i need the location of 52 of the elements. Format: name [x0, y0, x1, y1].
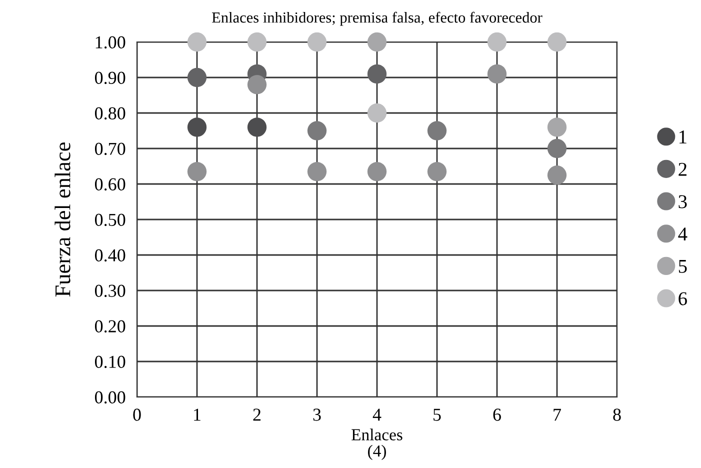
legend-label: 1: [680, 130, 686, 144]
y-axis-title: Fuerza del enlace: [54, 142, 70, 297]
point: [367, 32, 387, 52]
y-tick-label: 0.70: [94, 142, 126, 156]
point: [547, 166, 567, 185]
chart-title: Enlaces inhibidores; premisa falsa, efecto favorecedor: [212, 12, 542, 26]
x-tick-label: 4: [372, 408, 382, 421]
legend-label: 3: [678, 195, 687, 208]
x-tick-label: 5: [434, 408, 441, 421]
point: [367, 103, 387, 123]
point: [247, 32, 267, 52]
x-tick-label: 1: [194, 408, 200, 421]
point: [547, 32, 567, 52]
point: [187, 162, 207, 182]
y-tick-label: 0.20: [94, 320, 126, 333]
point: [307, 32, 327, 52]
y-tick-label: 0.90: [94, 72, 126, 84]
legend-label: 4: [678, 228, 688, 240]
point: [187, 32, 207, 52]
y-tick-label: 0.30: [94, 284, 126, 298]
legend-label: 2: [678, 162, 686, 176]
y-tick-label: 0.40: [94, 249, 126, 262]
text: (4): [368, 444, 386, 460]
point: [307, 121, 327, 140]
x-tick-label: 6: [493, 408, 501, 421]
point: [487, 32, 507, 52]
x-tick-label: 2: [253, 408, 261, 421]
x-tick-label: 7: [554, 408, 561, 421]
point: [547, 138, 567, 158]
y-tick-label: 0.50: [94, 214, 126, 226]
point: [307, 162, 327, 182]
point: [427, 121, 447, 140]
x-axis-title: Enlaces: [352, 428, 402, 440]
x-tick-label: 3: [313, 408, 321, 421]
x-tick-label: 8: [613, 408, 621, 421]
point: [547, 118, 567, 137]
y-tick-label: 0.60: [94, 178, 126, 191]
point: [187, 118, 207, 137]
point: [487, 64, 507, 84]
legend-label: 6: [678, 292, 687, 306]
y-tick-label: 0.10: [94, 356, 126, 368]
point: [187, 68, 207, 88]
point: [367, 162, 387, 182]
legend-label: 5: [678, 260, 687, 273]
y-tick-label: 0.00: [94, 391, 126, 404]
point: [247, 75, 267, 94]
point: [367, 64, 387, 84]
x-tick-label: 0: [133, 408, 141, 421]
y-tick-label: 1.00: [96, 36, 126, 49]
point: [427, 162, 447, 182]
y-tick-label: 0.80: [94, 107, 126, 120]
point: [247, 118, 267, 137]
